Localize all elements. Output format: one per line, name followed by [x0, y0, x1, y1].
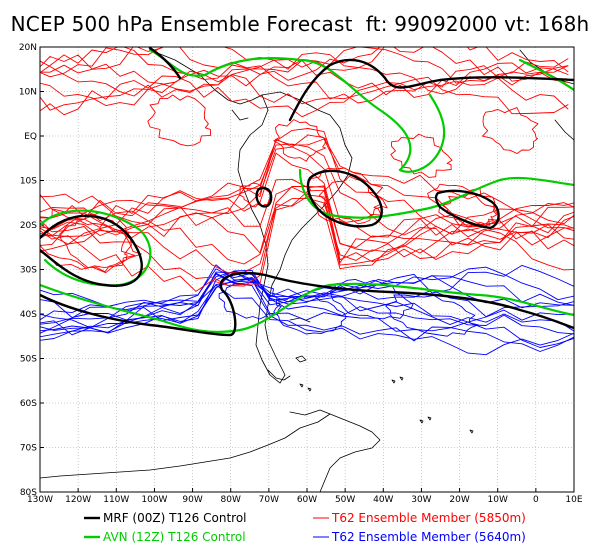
ensemble-5850m-loop: [147, 94, 212, 147]
longitude-label: 60W: [297, 495, 317, 505]
ensemble-5850m-loop: [482, 107, 539, 154]
island-outline: [299, 383, 304, 388]
longitude-label: 80W: [221, 495, 241, 505]
ensemble-5850m-loop: [273, 119, 327, 162]
map-frame-border: [39, 46, 575, 493]
latitude-label: 80S: [20, 488, 37, 498]
coastline-segment: [295, 355, 307, 363]
longitude-label: 0: [533, 495, 539, 505]
longitude-label: 90W: [182, 495, 202, 505]
latitude-label: 20N: [19, 43, 37, 53]
ensemble-5640m-line: [40, 264, 574, 348]
legend-label-avn: AVN (12Z) T126 Control: [103, 530, 246, 544]
longitude-labels: 130W 120W 110W 100W 90W 80W 70W 60W 50W 40W 30W 20W…: [27, 495, 583, 505]
ensemble-5850m-line: [40, 128, 574, 246]
ensemble-5640m-line: [40, 269, 574, 336]
legend-label-5640m: T62 Ensemble Member (5640m): [331, 530, 526, 544]
coastline-segment: [267, 369, 291, 381]
longitude-label: 10W: [488, 495, 508, 505]
mrf-control-contour: [255, 186, 273, 208]
ensemble-5850m-loop: [40, 193, 142, 274]
island-outline: [469, 429, 474, 434]
ensemble-5640m-loop: [385, 294, 479, 337]
latitude-label: 20S: [20, 221, 37, 231]
ensemble-5640m-line: [40, 272, 574, 338]
island-outline: [419, 419, 424, 424]
coastline-segment: [237, 94, 281, 384]
ensemble-5850m-line: [40, 47, 569, 82]
longitude-label: 50W: [335, 495, 355, 505]
latitude-label: 10S: [20, 177, 37, 187]
ensemble-5850m-loop: [318, 175, 382, 225]
ensemble-5640m-line: [40, 273, 574, 352]
ensemble-5850m-line: [40, 52, 569, 95]
latitude-label: 50S: [20, 355, 37, 365]
ensemble-5640m-loop: [218, 281, 282, 320]
mrf-control-contour: [306, 169, 383, 228]
ensemble-5640m-contours: [40, 264, 574, 356]
mrf-control-contour: [434, 189, 500, 230]
avn-control-contour: [40, 209, 152, 287]
latitude-label: EQ: [24, 132, 37, 142]
legend-label-mrf: MRF (00Z) T126 Control: [103, 511, 247, 525]
latitude-labels: 20N 10N EQ 10S 20S 30S 40S 50S 60S 70S 80S: [19, 43, 37, 498]
ensemble-5850m-line: [40, 134, 574, 237]
mrf-control-contour: [40, 271, 574, 337]
mrf-control-contour: [40, 214, 143, 287]
ensemble-5850m-line: [40, 70, 569, 111]
legend-label-5850m: T62 Ensemble Member (5850m): [331, 511, 526, 525]
ensemble-5850m-line: [40, 64, 569, 107]
coastline-segment: [149, 49, 263, 105]
mrf-control-contours: [40, 47, 574, 337]
longitude-label: 70W: [259, 495, 279, 505]
island-outline: [427, 416, 432, 421]
ensemble-5850m-line: [40, 75, 569, 118]
ensemble-5850m-line: [40, 152, 574, 260]
longitude-label: 40W: [373, 495, 393, 505]
coastline-segment: [231, 109, 249, 121]
longitude-label: 20W: [449, 495, 469, 505]
ensemble-5850m-line: [40, 195, 574, 270]
coastline-segment: [554, 119, 574, 141]
longitude-label: 120W: [65, 495, 91, 505]
coastline-segment: [319, 413, 381, 492]
island-outline: [391, 379, 396, 384]
ensemble-5640m-line: [40, 268, 574, 335]
latitude-label: 60S: [20, 399, 37, 409]
longitude-label: 10E: [565, 495, 582, 505]
ensemble-5640m-line: [40, 284, 574, 356]
ensemble-5640m-loop: [273, 295, 347, 335]
avn-control-contour: [148, 48, 412, 172]
mrf-control-contour: [148, 47, 182, 80]
map-title: NCEP 500 hPa Ensemble Forecast ft: 99092…: [10, 12, 590, 36]
ensemble-5850m-line: [40, 47, 569, 74]
latitude-label: 30S: [20, 266, 37, 276]
ensemble-5850m-line: [40, 138, 574, 252]
mrf-control-contour: [288, 58, 574, 122]
island-outline: [399, 376, 404, 381]
lat-lon-grid: [39, 46, 575, 493]
legend: MRF (00Z) T126 Control T62 Ensemble Memb…: [84, 511, 526, 544]
avn-control-contour: [40, 282, 574, 334]
avn-control-contour: [398, 93, 446, 173]
longitude-label: 110W: [103, 495, 129, 505]
coastline-segment: [40, 409, 331, 479]
longitude-label: 30W: [411, 495, 431, 505]
ensemble-5850m-line: [40, 143, 574, 251]
coastline-segment: [261, 91, 353, 384]
longitude-label: 100W: [141, 495, 167, 505]
avn-control-contour: [518, 58, 574, 92]
island-outline: [307, 387, 312, 392]
latitude-label: 10N: [19, 88, 37, 98]
latitude-label: 40S: [20, 310, 37, 320]
longitude-label: 130W: [27, 495, 53, 505]
latitude-label: 70S: [20, 444, 37, 454]
